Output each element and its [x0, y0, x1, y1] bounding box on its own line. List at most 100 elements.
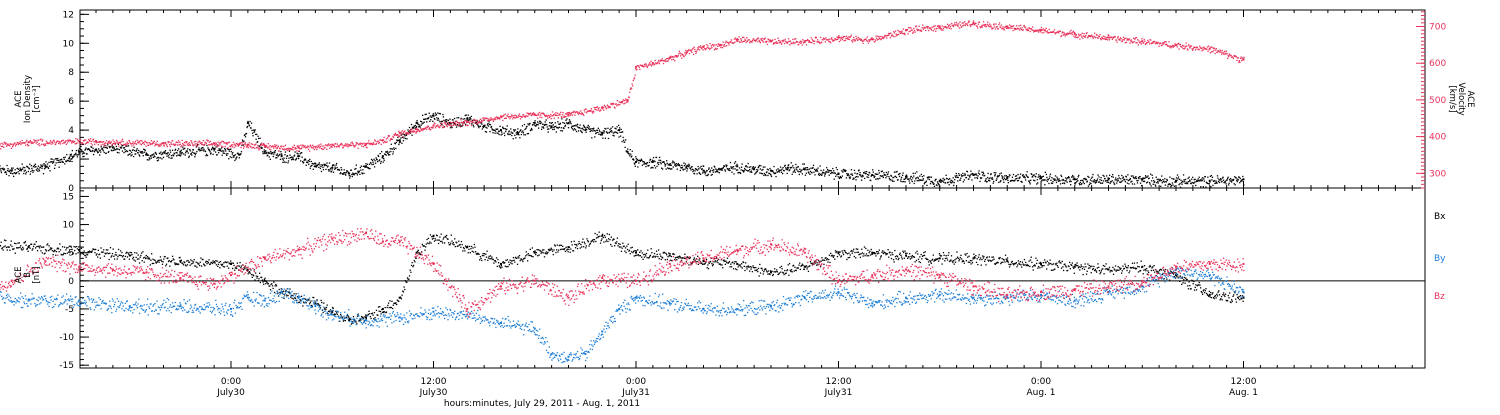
data-point: [1118, 175, 1119, 176]
data-point: [1217, 178, 1218, 179]
data-point: [672, 162, 673, 163]
data-point: [316, 166, 317, 167]
data-point: [34, 141, 35, 142]
data-point: [232, 146, 233, 147]
data-point: [1174, 186, 1175, 187]
data-point: [156, 154, 157, 155]
data-point: [76, 142, 77, 143]
data-point: [845, 38, 846, 39]
data-point: [26, 140, 27, 141]
data-point: [949, 28, 950, 29]
data-point: [1127, 174, 1128, 175]
data-point: [75, 138, 76, 139]
data-point: [988, 173, 989, 174]
data-point: [1069, 33, 1070, 34]
data-point: [489, 131, 490, 132]
data-point: [372, 162, 373, 163]
data-point: [893, 181, 894, 182]
data-point: [452, 122, 453, 123]
data-point: [1092, 36, 1093, 37]
data-point: [432, 115, 433, 116]
data-point: [962, 25, 963, 26]
data-point: [102, 149, 103, 150]
data-point: [604, 105, 605, 106]
data-point: [187, 144, 188, 145]
data-point: [141, 144, 142, 145]
data-point: [480, 121, 481, 122]
data-point: [190, 150, 191, 151]
data-point: [700, 174, 701, 175]
data-point: [287, 155, 288, 156]
data-point: [1203, 178, 1204, 179]
data-point: [343, 147, 344, 148]
data-point: [439, 127, 440, 128]
data-point: [828, 41, 829, 42]
data-point: [430, 115, 431, 116]
data-point: [661, 60, 662, 61]
data-point: [1046, 28, 1047, 29]
data-point: [53, 159, 54, 160]
data-point: [1109, 178, 1110, 179]
data-point: [877, 174, 878, 175]
data-point: [1038, 31, 1039, 32]
data-point: [308, 146, 309, 147]
data-point: [567, 115, 568, 116]
data-point: [1049, 178, 1050, 179]
data-point: [151, 140, 152, 141]
data-point: [394, 135, 395, 136]
data-point: [1093, 36, 1094, 37]
data-point: [998, 182, 999, 183]
data-point: [985, 178, 986, 179]
data-point: [808, 172, 809, 173]
data-point: [690, 169, 691, 170]
data-point: [658, 160, 659, 161]
data-point: [342, 144, 343, 145]
data-point: [92, 150, 93, 151]
data-point: [216, 143, 217, 144]
data-point: [1153, 184, 1154, 185]
data-point: [623, 137, 624, 138]
data-point: [984, 25, 985, 26]
data-point: [1102, 182, 1103, 183]
data-point: [40, 139, 41, 140]
data-point: [821, 42, 822, 43]
data-point: [453, 124, 454, 125]
data-point: [513, 129, 514, 130]
data-point: [645, 166, 646, 167]
data-point: [614, 107, 615, 108]
data-point: [642, 65, 643, 66]
data-point: [662, 168, 663, 169]
data-point: [275, 146, 276, 147]
data-point: [32, 172, 33, 173]
data-point: [194, 143, 195, 144]
data-point: [96, 149, 97, 150]
data-point: [258, 138, 259, 139]
data-point: [50, 141, 51, 142]
data-point: [764, 37, 765, 38]
data-point: [125, 145, 126, 146]
data-point: [799, 169, 800, 170]
data-point: [398, 140, 399, 141]
data-point: [101, 146, 102, 147]
data-point: [1024, 177, 1025, 178]
data-point: [54, 141, 55, 142]
data-point: [419, 130, 420, 131]
data-point: [1007, 180, 1008, 181]
data-point: [378, 156, 379, 157]
data-point: [444, 121, 445, 122]
data-point: [833, 170, 834, 171]
data-point: [1016, 25, 1017, 26]
data-point: [4, 168, 5, 169]
data-point: [730, 41, 731, 42]
data-point: [684, 52, 685, 53]
data-point: [532, 124, 533, 125]
data-point: [1041, 32, 1042, 33]
data-point: [539, 112, 540, 113]
data-point: [1181, 182, 1182, 183]
data-point: [928, 30, 929, 31]
data-point: [354, 174, 355, 175]
data-point: [383, 158, 384, 159]
data-point: [1097, 178, 1098, 179]
data-point: [1236, 177, 1237, 178]
data-point: [810, 171, 811, 172]
